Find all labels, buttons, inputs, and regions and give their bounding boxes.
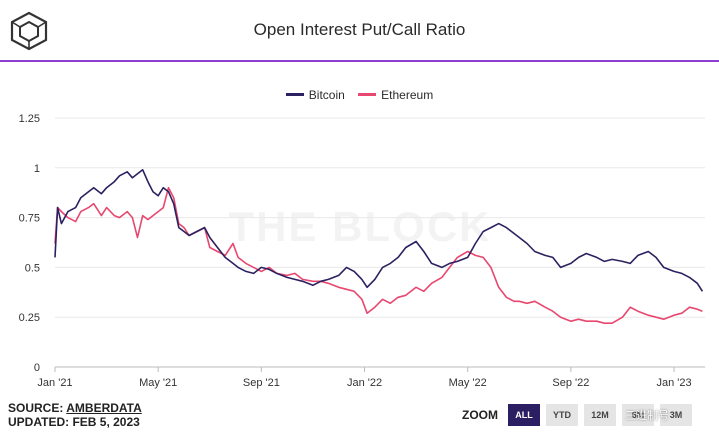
y-tick-label: 1.25 (19, 113, 40, 125)
updated-text: UPDATED: FEB 5, 2023 (8, 415, 140, 429)
zoom-all-button[interactable]: ALL (508, 404, 540, 426)
x-tick-label: May '22 (449, 377, 487, 389)
series-line-ethereum[interactable] (54, 186, 703, 324)
chart-header: Open Interest Put/Call Ratio (0, 0, 719, 62)
the-block-logo-icon[interactable] (8, 10, 50, 52)
legend-item-bitcoin[interactable]: Bitcoin (285, 87, 345, 102)
source-line: SOURCE: AMBERDATA (8, 401, 142, 415)
y-tick-label: 0.75 (19, 213, 40, 225)
x-tick-label: Jan '21 (37, 377, 72, 389)
legend-swatch-bitcoin (285, 93, 304, 96)
zoom-label: ZOOM (462, 408, 498, 422)
y-axis: 0 0.25 0.5 0.75 1 1.25 (19, 113, 40, 374)
series-line-bitcoin[interactable] (54, 169, 704, 292)
header-divider (0, 60, 719, 62)
x-tick-label: Sep '21 (243, 377, 280, 389)
chart-title: Open Interest Put/Call Ratio (253, 20, 466, 39)
chart-footer: SOURCE: AMBERDATA UPDATED: FEB 5, 2023 (8, 401, 142, 429)
x-tick-label: Sep '22 (552, 377, 589, 389)
series-lines (54, 169, 704, 324)
legend-item-ethereum[interactable]: Ethereum (358, 88, 433, 102)
zoom-3m-button[interactable]: 3M (660, 404, 692, 426)
y-tick-label: 1 (34, 163, 40, 175)
corner-watermark: 三进制号 (625, 410, 669, 422)
watermark-text: THE BLOCK (215, 203, 505, 251)
source-prefix: SOURCE: (8, 401, 67, 415)
legend-label-bitcoin: Bitcoin (308, 87, 345, 102)
y-tick-label: 0.5 (25, 262, 40, 274)
chart-legend: Bitcoin Ethereum (0, 85, 719, 102)
y-tick-label: 0.25 (19, 312, 40, 324)
x-tick-label: May '21 (139, 377, 177, 389)
zoom-ytd-button[interactable]: YTD (546, 404, 578, 426)
zoom-6m-button[interactable]: 6M (622, 404, 654, 426)
zoom-12m-button[interactable]: 12M (584, 404, 616, 426)
legend-swatch-ethereum (358, 93, 377, 96)
x-tick-label: Jan '22 (347, 377, 382, 389)
x-tick-label: Jan '23 (656, 377, 691, 389)
x-axis: Jan '21 May '21 Sep '21 Jan '22 May '22 Sep '… (37, 367, 692, 389)
legend-label-ethereum: Ethereum (381, 87, 434, 102)
y-tick-label: 0 (34, 362, 40, 374)
grid-lines (55, 117, 705, 368)
zoom-controls: ZOOM ALL YTD 12M 6M 3M (462, 402, 698, 428)
source-link[interactable]: AMBERDATA (66, 401, 142, 415)
